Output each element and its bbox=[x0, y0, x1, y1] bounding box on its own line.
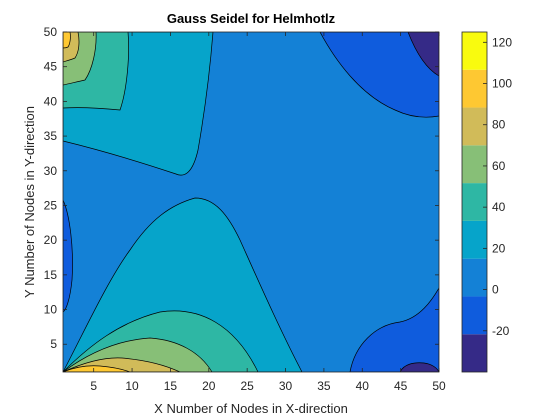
contour-band-topright-low bbox=[319, 32, 439, 118]
colorbar-band bbox=[462, 32, 487, 70]
x-tick-label: 10 bbox=[125, 379, 139, 393]
y-tick-label: 30 bbox=[44, 164, 58, 178]
colorbar-band bbox=[462, 220, 487, 259]
colorbar-band bbox=[462, 145, 487, 184]
plot-frame bbox=[62, 31, 440, 373]
x-tick-label: 45 bbox=[394, 379, 408, 393]
colorbar-band bbox=[462, 334, 487, 372]
x-tick-label: 20 bbox=[202, 379, 216, 393]
colorbar-band bbox=[462, 296, 487, 335]
contour-band-topright-lowest bbox=[407, 32, 439, 77]
colorbar-band bbox=[462, 69, 487, 108]
x-tick-label: 40 bbox=[356, 379, 370, 393]
y-tick-label: 45 bbox=[44, 60, 58, 74]
colorbar-tick-label: 60 bbox=[492, 159, 506, 173]
x-tick-label: 30 bbox=[279, 379, 293, 393]
y-tick-label: 25 bbox=[44, 198, 58, 212]
colorbar-tick-label: 0 bbox=[492, 283, 499, 297]
colorbar bbox=[462, 32, 487, 372]
colorbar-tick-label: 120 bbox=[492, 35, 512, 49]
contour-band-bottomright-low bbox=[349, 287, 439, 372]
y-tick-label: 35 bbox=[44, 129, 58, 143]
contour-band-top-5 bbox=[63, 32, 71, 49]
y-tick-label: 5 bbox=[50, 337, 57, 351]
colorbar-tick-label: 40 bbox=[492, 200, 506, 214]
colorbar-band bbox=[462, 258, 487, 297]
x-axis-ticks: 5 10 15 20 25 30 35 40 45 50 bbox=[90, 32, 446, 393]
x-tick-label: 15 bbox=[164, 379, 178, 393]
colorbar-frame bbox=[461, 31, 488, 373]
colorbar-tick-label: 100 bbox=[492, 77, 512, 91]
colorbar-ticks: -20 0 20 40 60 80 100 120 bbox=[483, 35, 512, 338]
chart-title: Gauss Seidel for Helmhotlz bbox=[167, 11, 336, 26]
y-tick-label: 40 bbox=[44, 94, 58, 108]
x-tick-label: 35 bbox=[317, 379, 331, 393]
colorbar-tick-label: -20 bbox=[492, 324, 510, 338]
x-tick-label: 25 bbox=[240, 379, 254, 393]
y-tick-label: 10 bbox=[44, 303, 58, 317]
colorbar-band bbox=[462, 183, 487, 221]
contour-plot-area bbox=[63, 32, 439, 372]
y-axis-ticks: 5 10 15 20 25 30 35 40 45 50 bbox=[44, 25, 439, 351]
x-tick-label: 5 bbox=[90, 379, 97, 393]
y-axis-label: Y Number of Nodes in Y-direction bbox=[22, 106, 37, 298]
x-axis-label: X Number of Nodes in X-direction bbox=[154, 401, 348, 416]
y-tick-label: 50 bbox=[44, 25, 58, 39]
contour-band-bottomright-lowest bbox=[399, 362, 439, 372]
y-tick-label: 20 bbox=[44, 233, 58, 247]
colorbar-tick-label: 20 bbox=[492, 241, 506, 255]
colorbar-band bbox=[462, 107, 487, 146]
y-tick-label: 15 bbox=[44, 268, 58, 282]
x-tick-label: 50 bbox=[432, 379, 446, 393]
colorbar-tick-label: 80 bbox=[492, 118, 506, 132]
contour-band-bottom-5 bbox=[63, 365, 131, 372]
